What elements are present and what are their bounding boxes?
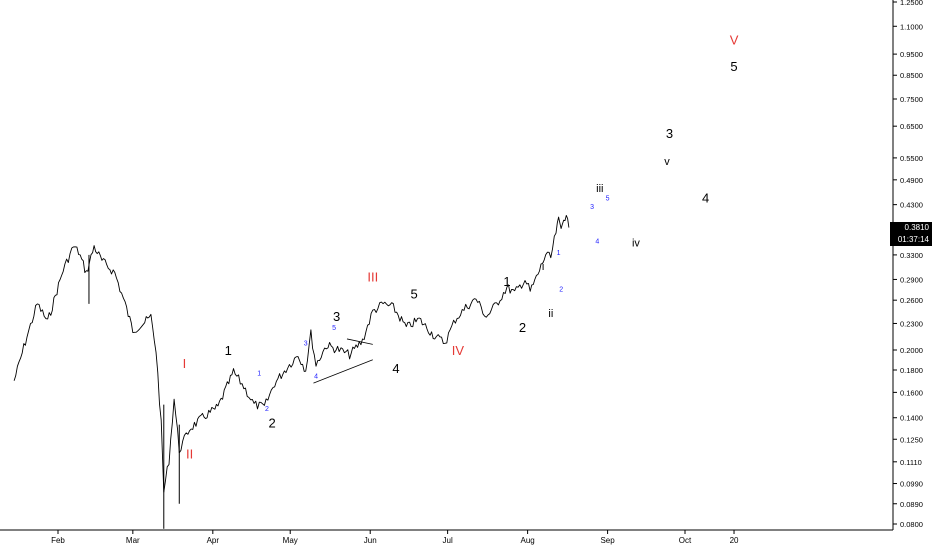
price-tick-label: 1.1000: [900, 22, 923, 31]
time-tick-label: Mar: [126, 536, 140, 545]
wave-label: 2: [269, 415, 276, 430]
wave-label: 5: [606, 195, 610, 202]
trendlines: [313, 338, 373, 384]
wave-label: 1: [557, 250, 561, 257]
wave-label: 2: [559, 287, 563, 294]
time-tick-label: 20: [730, 536, 739, 545]
price-tick-label: 0.0990: [900, 480, 923, 489]
time-tick-label: Jun: [364, 536, 377, 545]
time-tick-label: Oct: [679, 536, 692, 545]
time-tick-label: Feb: [51, 536, 65, 545]
price-tick-label: 0.1800: [900, 366, 923, 375]
wave-label: 3: [304, 340, 308, 347]
wave-label: 5: [332, 325, 336, 332]
wave-label: 1: [503, 274, 510, 289]
time-tick-label: Aug: [520, 536, 534, 545]
wave-label: 4: [392, 361, 399, 376]
time-tick-label: May: [283, 536, 298, 545]
wave-label: 3: [590, 204, 594, 211]
wave-label: 5: [730, 59, 737, 74]
price-tick-label: 0.1400: [900, 414, 923, 423]
wave-label: v: [664, 156, 670, 168]
price-tick-label: 0.1110: [900, 458, 922, 467]
price-tick-label: 0.6500: [900, 122, 923, 131]
wave-label: I: [183, 356, 187, 371]
price-tick-label: 0.1250: [900, 435, 923, 444]
price-series: [13, 214, 570, 529]
price-tick-label: 0.9500: [900, 50, 923, 59]
price-tick-label: 0.0800: [900, 520, 923, 529]
wave-label: i: [542, 261, 544, 273]
wave-label: ii: [548, 308, 553, 320]
wave-label: II: [186, 446, 193, 461]
last-price-badge: 0.3810: [890, 222, 932, 234]
price-tick-label: 0.0890: [900, 500, 923, 509]
wave-label: IV: [452, 343, 465, 358]
wave-label: 3: [333, 309, 340, 324]
price-tick-label: 0.2600: [900, 296, 923, 305]
wave-label: 3: [666, 126, 673, 141]
time-tick-label: Jul: [443, 536, 453, 545]
time-tick-label: Apr: [207, 536, 220, 545]
wave-label: 4: [595, 239, 599, 246]
price-tick-label: 0.4900: [900, 176, 923, 185]
wave-label: iv: [632, 237, 640, 249]
price-tick-label: 1.2500: [900, 0, 923, 7]
price-axis[interactable]: 1.2500 1.1000 0.9500 0.8500 0.7500 0.6500 0.55…: [892, 0, 923, 530]
price-tick-label: 0.8500: [900, 71, 923, 80]
wave-label: 5: [410, 287, 417, 302]
wave-label: iii: [596, 183, 603, 195]
price-tick-label: 0.5500: [900, 154, 923, 163]
wave-label: 4: [702, 190, 709, 205]
wave-label: 1: [225, 343, 232, 358]
price-line: [13, 214, 570, 493]
price-tick-label: 0.7500: [900, 95, 923, 104]
wave-label: V: [730, 32, 739, 47]
price-tick-label: 0.4300: [900, 201, 923, 210]
wave-label: 1: [257, 370, 261, 377]
trendline: [313, 359, 373, 384]
price-tick-label: 0.1600: [900, 388, 923, 397]
wave-label: III: [367, 269, 378, 284]
bar-countdown-badge: 01:37:14: [890, 234, 932, 246]
price-tick-label: 0.2900: [900, 275, 923, 284]
wave-label: 2: [519, 320, 526, 335]
price-tick-label: 0.2000: [900, 346, 923, 355]
wave-label: 4: [314, 374, 318, 381]
trendline: [346, 338, 373, 345]
time-axis[interactable]: Feb Mar Apr May Jun Jul Aug Sep Oct 20: [0, 529, 893, 545]
price-tick-label: 0.3300: [900, 251, 923, 260]
price-tick-label: 0.2300: [900, 319, 923, 328]
time-tick-label: Sep: [600, 536, 615, 545]
wave-label: 2: [265, 406, 269, 413]
